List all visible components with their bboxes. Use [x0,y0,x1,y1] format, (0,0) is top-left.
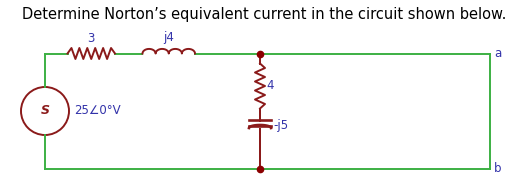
Text: a: a [494,47,501,60]
Text: -j5: -j5 [274,119,289,132]
Text: 3: 3 [88,32,95,44]
Text: 4: 4 [267,80,274,93]
Text: S: S [41,104,50,117]
Text: 25∠0°V: 25∠0°V [74,104,120,117]
Text: b: b [494,162,502,175]
Text: Determine Norton’s equivalent current in the circuit shown below.: Determine Norton’s equivalent current in… [22,7,506,22]
Text: j4: j4 [163,32,174,44]
